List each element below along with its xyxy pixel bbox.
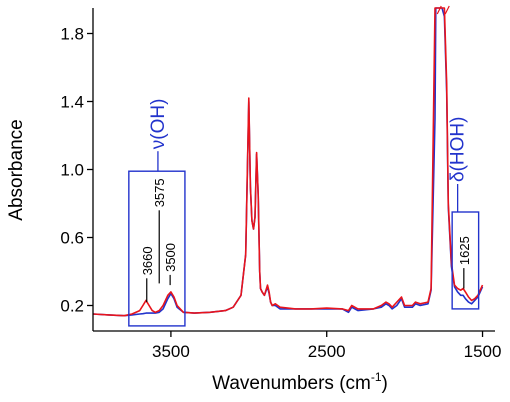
x-tick-label: 3500 <box>152 342 190 361</box>
hoh-band-box <box>451 211 480 310</box>
spectrum-line <box>92 7 484 317</box>
x-axis-title-main: Wavenumbers (cm <box>212 373 371 394</box>
y-tick-label: 1.4 <box>60 93 84 112</box>
y-tick-label: 0.2 <box>60 297 84 316</box>
hoh-band-label: δ(HOH) <box>448 117 469 182</box>
y-tick-label: 0.6 <box>60 229 84 248</box>
x-axis-title-sup: -1 <box>371 370 382 384</box>
y-tick-label: 1.0 <box>60 161 84 180</box>
oh-band-label: ν(OH) <box>148 99 169 150</box>
plot-layer: ν(OH) δ(HOH) 3660 3575 3500 1625 <box>92 5 484 327</box>
x-axis-title-end: ) <box>382 373 388 394</box>
axes-layer: 0.2 0.6 1.0 1.4 1.8 3500 2500 1500 <box>60 8 501 361</box>
peak-label: 1625 <box>457 236 472 265</box>
peak-label: 3575 <box>152 178 167 207</box>
x-tick-label: 1500 <box>464 342 502 361</box>
y-axis-title: Absorbance <box>6 119 27 220</box>
axis-break-mark <box>436 5 450 15</box>
peak-label: 3500 <box>163 243 178 272</box>
y-tick-label: 1.8 <box>60 25 84 44</box>
oh-band-box <box>128 170 186 327</box>
x-tick-label: 2500 <box>308 342 346 361</box>
x-axis-title: Wavenumbers (cm-1) <box>212 370 388 394</box>
peak-label: 3660 <box>140 246 155 275</box>
